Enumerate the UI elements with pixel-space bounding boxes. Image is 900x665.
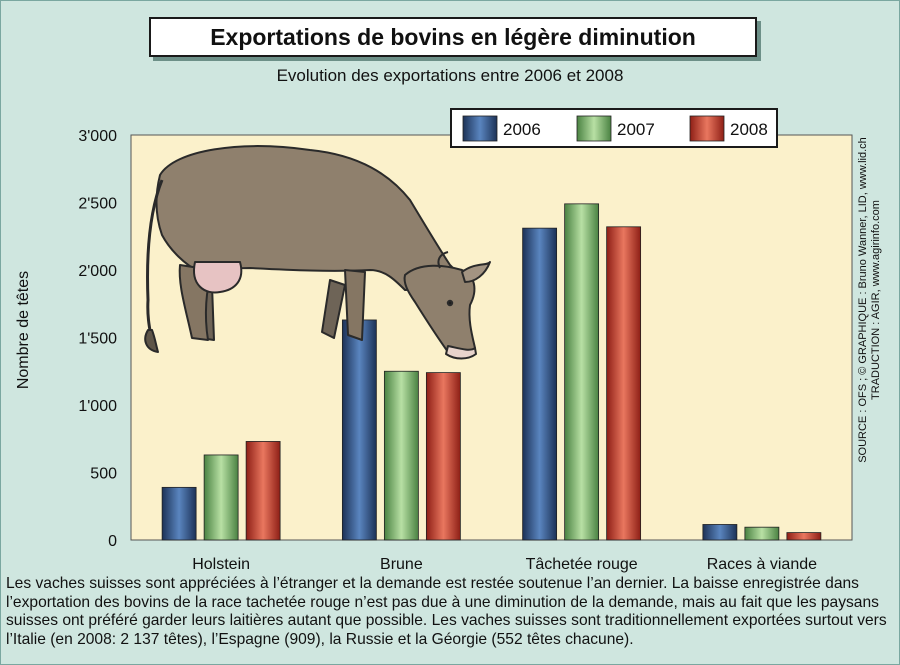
- y-tick-label: 3'000: [78, 128, 117, 145]
- chart-title-text: Exportations de bovins en légère diminut…: [210, 23, 696, 50]
- y-tick-label: 500: [90, 466, 117, 483]
- bar-2006-2: [522, 227, 558, 541]
- legend-swatch-2007: [576, 115, 612, 142]
- chart-title: Exportations de bovins en légère diminut…: [149, 17, 757, 57]
- legend-label-2008: 2008: [730, 120, 768, 139]
- bar-2008-2: [606, 226, 642, 541]
- y-tick-label: 1'000: [78, 398, 117, 415]
- x-category-label: Tâchetée rouge: [526, 556, 638, 573]
- x-category-label: Holstein: [192, 556, 250, 573]
- bar-2007-0: [203, 454, 239, 541]
- legend-box: [450, 108, 778, 148]
- category-labels: Holstein Brune Tâchetée rouge Races à viand…: [192, 556, 817, 573]
- y-axis-ticks: 0 500 1'000 1'500 2'000 2'500 3'000: [78, 128, 117, 550]
- legend-swatch-2008: [689, 115, 725, 142]
- legend-label-2006: 2006: [503, 120, 541, 139]
- y-tick-label: 2'500: [78, 196, 117, 213]
- caption-text: Les vaches suisses sont appréciées à l’é…: [6, 575, 887, 648]
- bars-group: [161, 203, 822, 541]
- bar-2008-3: [786, 532, 822, 541]
- x-category-label: Races à viande: [707, 556, 817, 573]
- bar-2008-0: [245, 441, 281, 541]
- legend: 2006 2007 2008: [450, 108, 778, 148]
- cow-illustration: [144, 145, 491, 360]
- legend-swatch-2006: [462, 115, 498, 142]
- y-tick-label: 0: [108, 533, 117, 550]
- legend-label-2007: 2007: [617, 120, 655, 139]
- bar-2007-3: [744, 526, 780, 541]
- bar-2008-1: [425, 372, 461, 541]
- y-tick-label: 2'000: [78, 263, 117, 280]
- bar-2006-0: [161, 486, 197, 541]
- bar-2006-1: [341, 319, 377, 541]
- chart-subtitle: Evolution des exportations entre 2006 et…: [276, 66, 624, 85]
- y-tick-label: 1'500: [78, 331, 117, 348]
- bar-2006-3: [702, 524, 738, 541]
- bar-2007-2: [564, 203, 600, 541]
- bar-2007-1: [383, 370, 419, 541]
- x-category-label: Brune: [380, 556, 423, 573]
